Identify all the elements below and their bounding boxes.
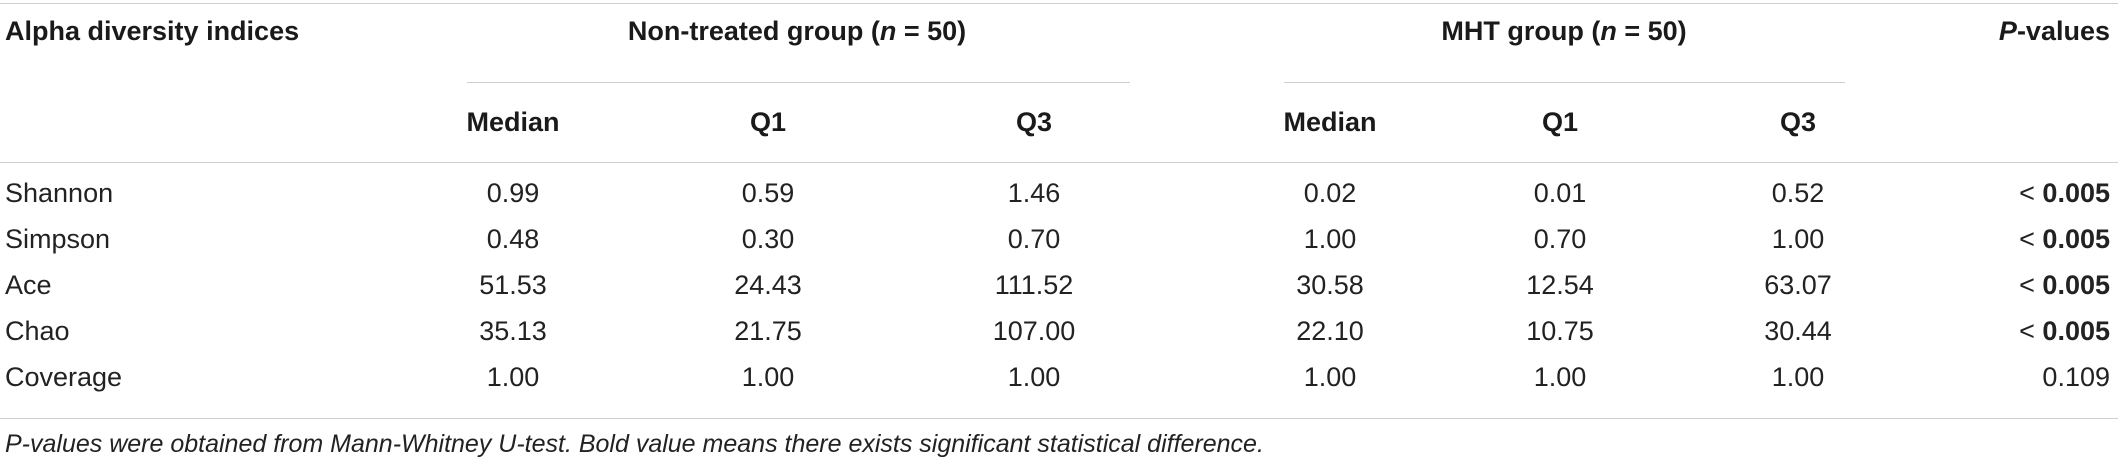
table-cell: 1.00 xyxy=(741,362,795,392)
pvalue-number: 0.005 xyxy=(2042,178,2110,208)
table-cell: 10.75 xyxy=(1526,316,1594,346)
table-cell: 30.44 xyxy=(1764,316,1832,346)
subcol-median-2: Median xyxy=(1283,107,1377,137)
table-cell: 0.01 xyxy=(1533,178,1587,208)
pvalue-number: 0.005 xyxy=(2042,316,2110,346)
table-footnote: P-values were obtained from Mann-Whitney… xyxy=(5,430,1264,458)
group1-underline xyxy=(467,82,1130,83)
table-cell: 1.46 xyxy=(1007,178,1061,208)
subcol-q3-2: Q3 xyxy=(1779,107,1817,137)
table-cell: 1.00 xyxy=(1303,362,1357,392)
group1-header-suffix: = 50) xyxy=(896,16,967,46)
pvalue-number: 0.109 xyxy=(2042,362,2110,392)
table-top-rule xyxy=(0,3,2118,4)
table-cell: 21.75 xyxy=(734,316,802,346)
row-label: Coverage xyxy=(5,362,123,392)
table-cell: 30.58 xyxy=(1296,270,1364,300)
table-cell: 0.30 xyxy=(741,224,795,254)
row-label: Ace xyxy=(5,270,52,300)
group1-header-n: n xyxy=(879,16,897,46)
group2-header-suffix: = 50) xyxy=(1616,16,1687,46)
header-bottom-rule xyxy=(0,162,2118,163)
table-cell: 1.00 xyxy=(1771,224,1825,254)
table-bottom-rule xyxy=(0,418,2118,419)
row-label: Chao xyxy=(5,316,70,346)
pvalue-number: 0.005 xyxy=(2042,270,2110,300)
pvalue-cell: < 0.005 xyxy=(2019,176,2110,210)
pvalue-prefix: < xyxy=(2019,178,2043,208)
table-cell: 0.70 xyxy=(1533,224,1587,254)
subcol-q1-1: Q1 xyxy=(749,107,787,137)
table-cell: 24.43 xyxy=(734,270,802,300)
table-cell: 0.48 xyxy=(486,224,540,254)
table-cell: 0.52 xyxy=(1771,178,1825,208)
group2-header: MHT group (n = 50) xyxy=(1441,14,1686,48)
table-cell: 0.99 xyxy=(486,178,540,208)
pvalue-cell: < 0.005 xyxy=(2019,222,2110,256)
group2-header-n: n xyxy=(1600,16,1617,46)
table-cell: 22.10 xyxy=(1296,316,1364,346)
row-label-header: Alpha diversity indices xyxy=(5,16,300,46)
group2-underline xyxy=(1284,82,1845,83)
table-cell: 0.70 xyxy=(1007,224,1061,254)
pvalue-prefix: < xyxy=(2019,224,2043,254)
table-cell: 1.00 xyxy=(486,362,540,392)
table-cell: 111.52 xyxy=(994,270,1074,300)
row-label: Simpson xyxy=(5,224,111,254)
subcol-q3-1: Q3 xyxy=(1015,107,1053,137)
pvalues-header: P-values xyxy=(1999,14,2110,48)
group1-header-prefix: Non-treated group ( xyxy=(627,16,880,46)
pvalue-cell: < 0.005 xyxy=(2019,314,2110,348)
row-label: Shannon xyxy=(5,178,114,208)
pvalues-header-rest: -values xyxy=(2016,16,2110,46)
table-cell: 1.00 xyxy=(1771,362,1825,392)
subcol-q1-2: Q1 xyxy=(1541,107,1579,137)
table-cell: 1.00 xyxy=(1007,362,1061,392)
group2-header-prefix: MHT group ( xyxy=(1441,16,1601,46)
table-cell: 35.13 xyxy=(479,316,547,346)
table-cell: 1.00 xyxy=(1533,362,1587,392)
pvalues-header-italic: P xyxy=(1998,16,2017,46)
table-cell: 0.02 xyxy=(1303,178,1357,208)
table-cell: 51.53 xyxy=(479,270,547,300)
table-cell: 63.07 xyxy=(1764,270,1832,300)
pvalue-cell: 0.109 xyxy=(2042,360,2110,394)
group1-header: Non-treated group (n = 50) xyxy=(628,14,966,48)
table-cell: 0.59 xyxy=(741,178,795,208)
pvalue-number: 0.005 xyxy=(2042,224,2110,254)
pvalue-cell: < 0.005 xyxy=(2019,268,2110,302)
table-cell: 1.00 xyxy=(1303,224,1357,254)
pvalue-prefix: < xyxy=(2019,270,2043,300)
table-cell: 12.54 xyxy=(1526,270,1594,300)
pvalue-prefix: < xyxy=(2019,316,2043,346)
subcol-median-1: Median xyxy=(466,107,560,137)
table-cell: 107.00 xyxy=(992,316,1076,346)
